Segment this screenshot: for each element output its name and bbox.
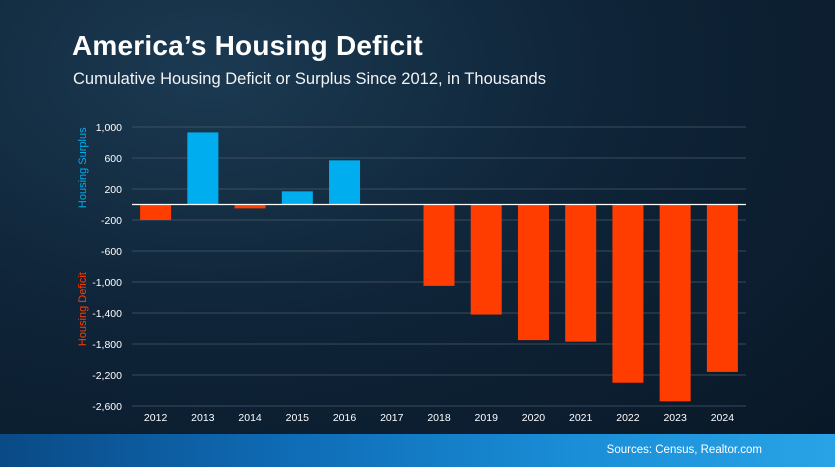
y-tick-label: -2,200: [92, 370, 122, 382]
x-tick-label: 2018: [427, 412, 451, 424]
x-tick-label: 2012: [144, 412, 168, 424]
chart-title: America’s Housing Deficit: [72, 30, 423, 61]
bar-2013: [187, 132, 219, 205]
y-axis-label-deficit: Housing Deficit: [77, 272, 89, 346]
x-tick-label: 2015: [286, 412, 310, 424]
x-tick-label: 2016: [333, 412, 357, 424]
x-tick-label: 2024: [711, 412, 735, 424]
y-tick-label: -1,000: [92, 277, 122, 289]
y-axis-label-surplus: Housing Surplus: [77, 127, 89, 208]
y-tick-label: -2,600: [92, 401, 122, 413]
y-tick-label: -600: [101, 246, 122, 258]
bar-2015: [281, 191, 313, 205]
bar-2014: [234, 204, 266, 209]
x-tick-label: 2014: [238, 412, 262, 424]
footer-band: [0, 434, 835, 467]
x-tick-label: 2023: [663, 412, 687, 424]
x-tick-label: 2020: [522, 412, 546, 424]
y-tick-label: 600: [104, 153, 122, 165]
y-tick-label: 1,000: [96, 122, 122, 134]
bar-2019: [470, 204, 502, 315]
x-tick-label: 2021: [569, 412, 593, 424]
x-tick-label: 2022: [616, 412, 640, 424]
bar-2012: [140, 204, 172, 220]
bar-2020: [517, 204, 549, 341]
y-tick-label: 200: [104, 184, 122, 196]
x-tick-label: 2017: [380, 412, 404, 424]
bar-2016: [329, 160, 361, 205]
chart-subtitle: Cumulative Housing Deficit or Surplus Si…: [73, 70, 546, 88]
y-tick-label: -1,800: [92, 339, 122, 351]
bar-2024: [706, 204, 738, 372]
x-tick-label: 2013: [191, 412, 215, 424]
x-tick-label: 2019: [475, 412, 499, 424]
bar-2023: [659, 204, 691, 402]
bar-2018: [423, 204, 455, 286]
y-tick-label: -1,400: [92, 308, 122, 320]
source-note: Sources: Census, Realtor.com: [606, 444, 762, 456]
bar-2022: [612, 204, 644, 383]
bar-2021: [565, 204, 597, 342]
y-tick-label: -200: [101, 215, 122, 227]
